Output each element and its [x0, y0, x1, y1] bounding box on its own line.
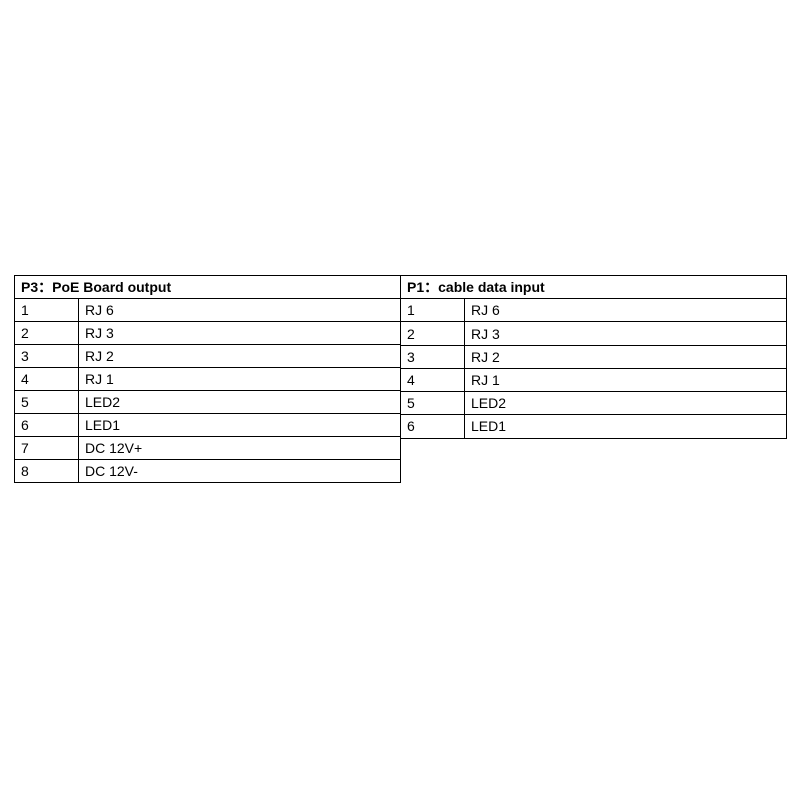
cell-pin: 5	[401, 392, 465, 415]
table-row: 1RJ 6	[15, 299, 401, 322]
cell-signal: LED2	[79, 391, 401, 414]
cell-pin: 4	[15, 368, 79, 391]
cell-signal: LED2	[465, 392, 787, 415]
table-row: P1：cable data input	[401, 276, 787, 299]
cell-signal: RJ 6	[79, 299, 401, 322]
cell-signal: RJ 3	[79, 322, 401, 345]
table-p1: P1：cable data input 1RJ 6 2RJ 3 3RJ 2 4R…	[400, 275, 787, 483]
cell-blank	[401, 461, 787, 483]
table-row: 5LED2	[401, 392, 787, 415]
cell-signal: DC 12V+	[79, 437, 401, 460]
table-row: 7DC 12V+	[15, 437, 401, 460]
table-row: 6LED1	[401, 415, 787, 438]
table-row: 1RJ 6	[401, 299, 787, 322]
table-header-p1: P1：cable data input	[401, 276, 787, 299]
cell-pin: 6	[401, 415, 465, 438]
cell-pin: 2	[401, 322, 465, 345]
cell-signal: RJ 3	[465, 322, 787, 345]
cell-pin: 1	[15, 299, 79, 322]
table-row: 6LED1	[15, 414, 401, 437]
table-p3: P3：PoE Board output 1RJ 6 2RJ 3 3RJ 2 4R…	[14, 275, 401, 483]
table-row: 2RJ 3	[401, 322, 787, 345]
table-row: 3RJ 2	[401, 345, 787, 368]
table-row: P3：PoE Board output	[15, 276, 401, 299]
cell-pin: 5	[15, 391, 79, 414]
cell-signal: RJ 2	[465, 345, 787, 368]
cell-signal: RJ 6	[465, 299, 787, 322]
table-row: 4RJ 1	[15, 368, 401, 391]
cell-signal: DC 12V-	[79, 460, 401, 483]
cell-pin: 7	[15, 437, 79, 460]
cell-pin: 2	[15, 322, 79, 345]
table-row: 5LED2	[15, 391, 401, 414]
tables-container: P3：PoE Board output 1RJ 6 2RJ 3 3RJ 2 4R…	[14, 275, 786, 483]
table-header-p3: P3：PoE Board output	[15, 276, 401, 299]
cell-pin: 4	[401, 368, 465, 391]
table-row: 3RJ 2	[15, 345, 401, 368]
cell-pin: 6	[15, 414, 79, 437]
cell-signal: RJ 1	[465, 368, 787, 391]
table-row: 4RJ 1	[401, 368, 787, 391]
cell-pin: 8	[15, 460, 79, 483]
cell-blank	[401, 438, 787, 461]
table-row: 2RJ 3	[15, 322, 401, 345]
table-row	[401, 438, 787, 461]
table-row: 8DC 12V-	[15, 460, 401, 483]
cell-signal: RJ 2	[79, 345, 401, 368]
cell-pin: 3	[401, 345, 465, 368]
cell-signal: LED1	[465, 415, 787, 438]
cell-signal: RJ 1	[79, 368, 401, 391]
cell-pin: 1	[401, 299, 465, 322]
table-row	[401, 461, 787, 483]
cell-signal: LED1	[79, 414, 401, 437]
cell-pin: 3	[15, 345, 79, 368]
